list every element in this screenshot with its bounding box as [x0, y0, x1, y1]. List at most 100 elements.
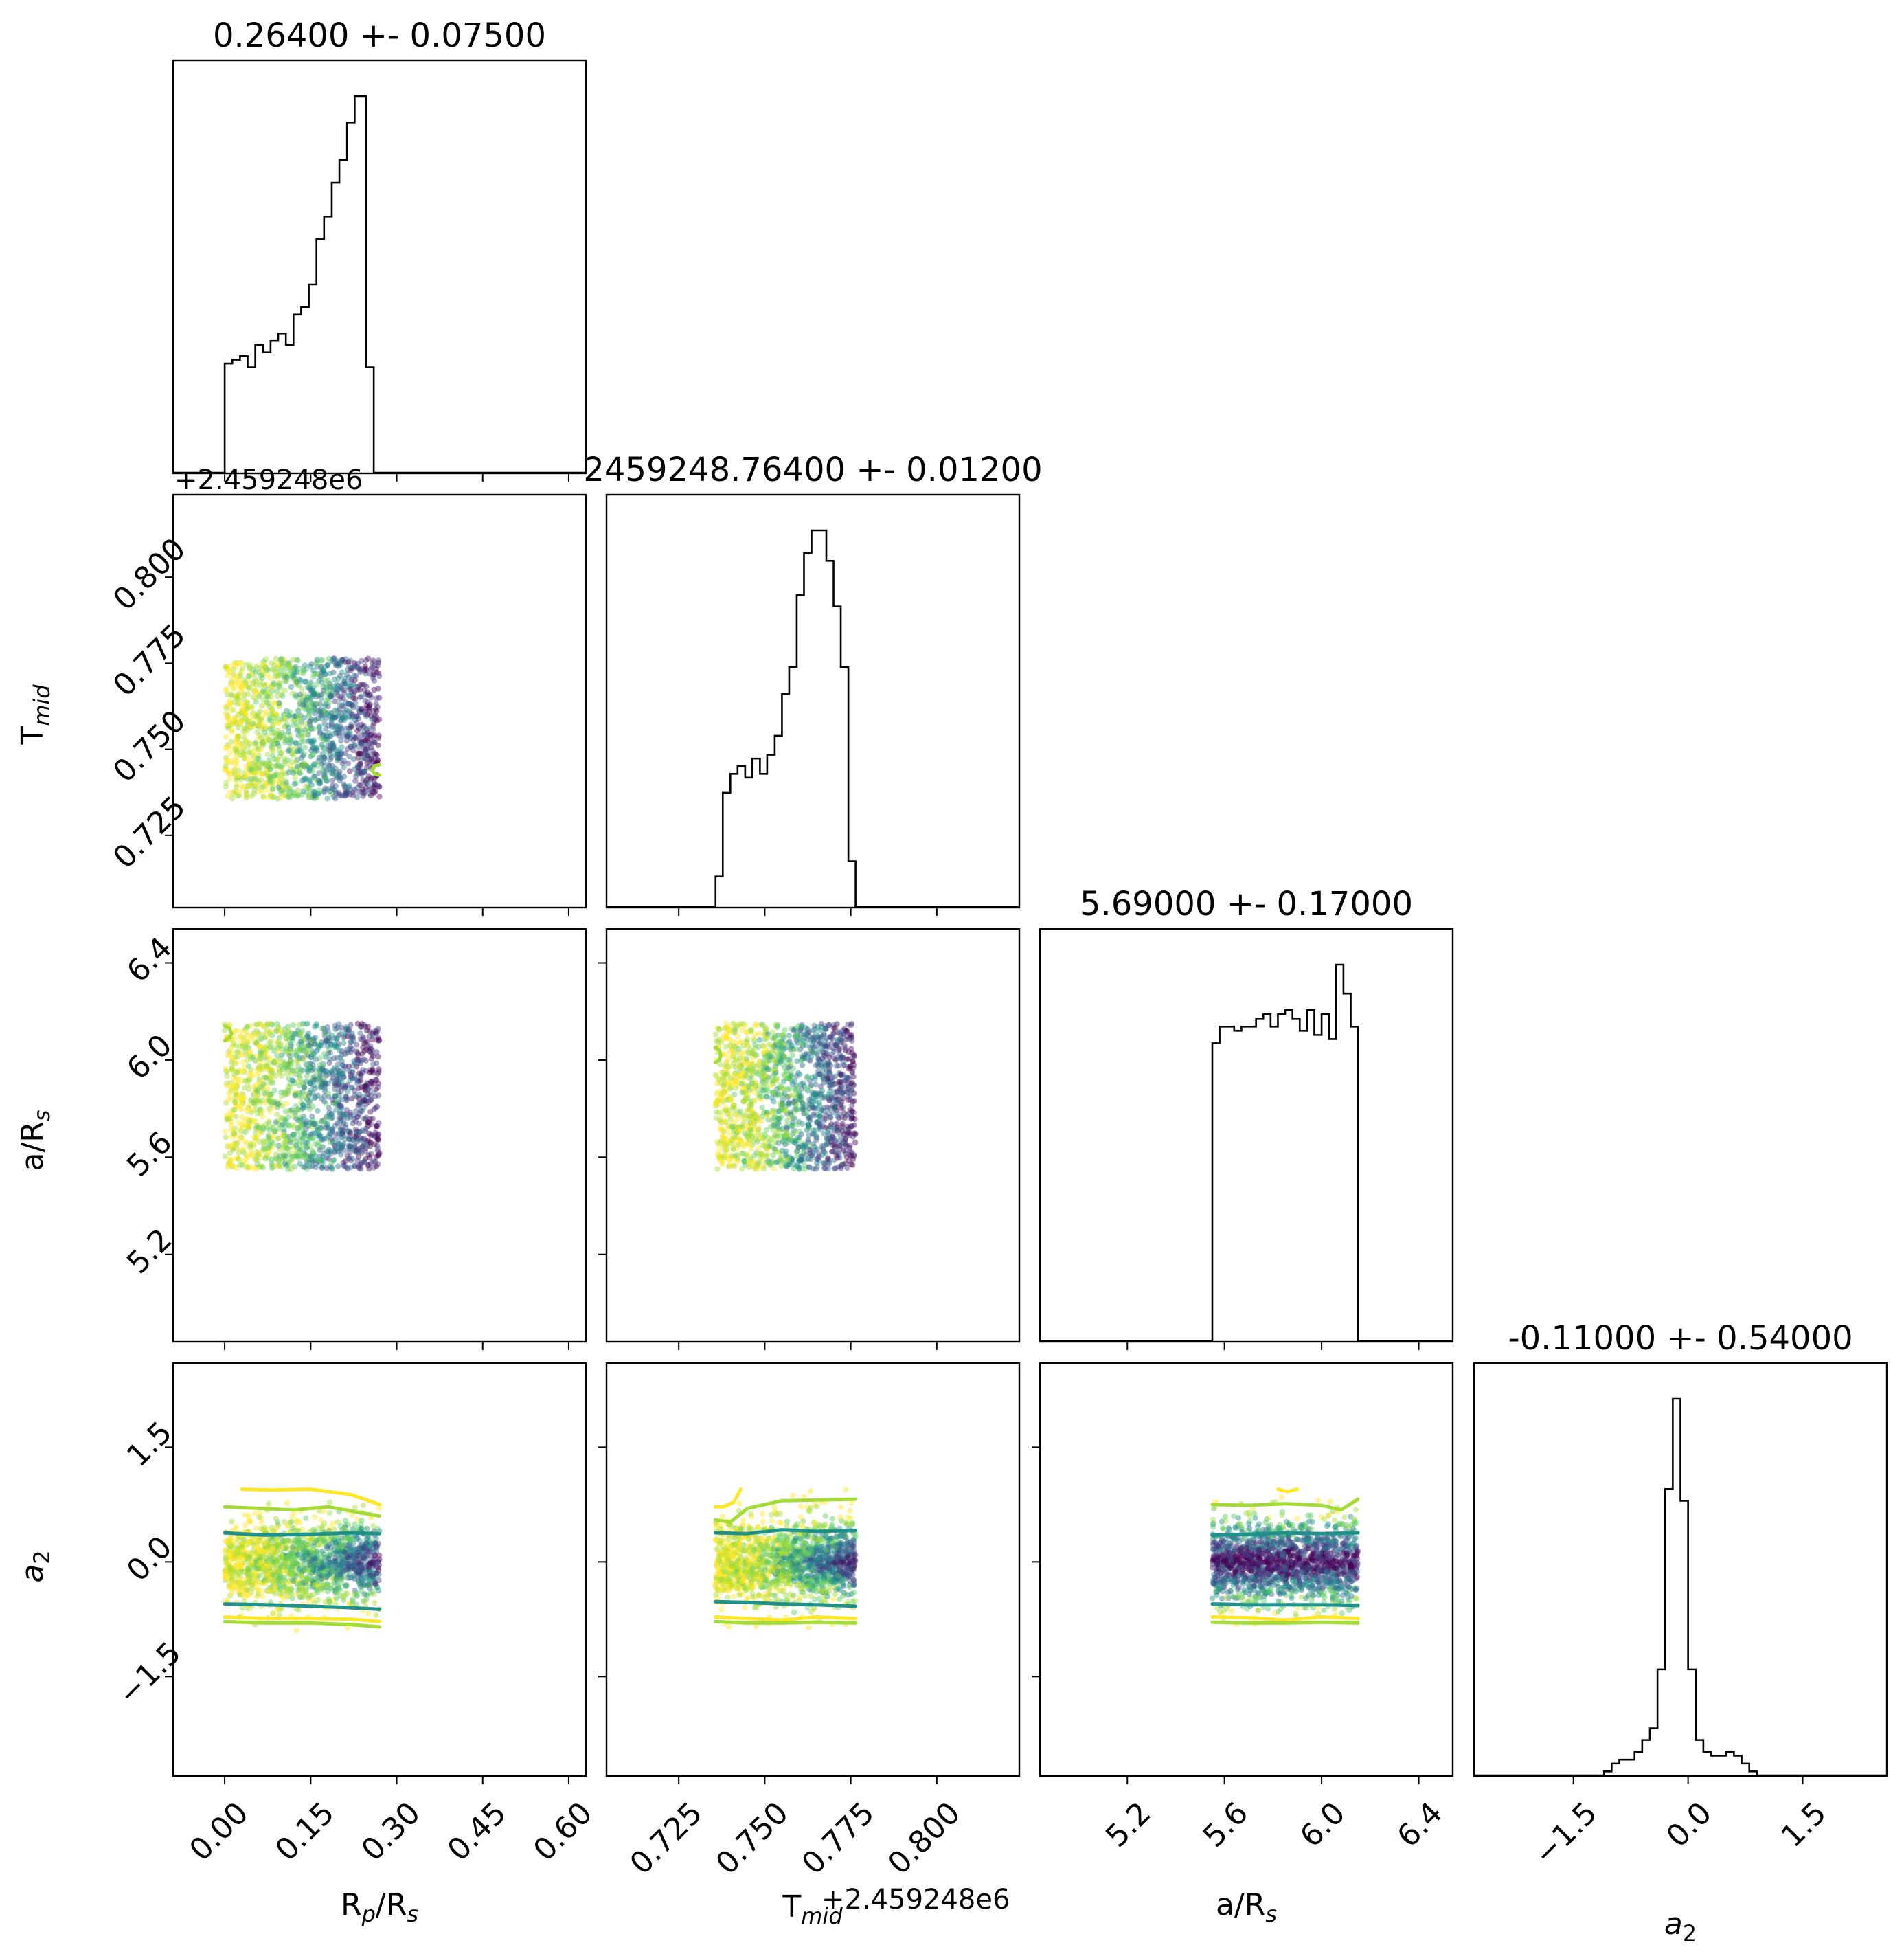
- scatter-point: [241, 711, 248, 717]
- scatter-point: [240, 689, 247, 696]
- scatter-point: [225, 701, 231, 708]
- scatter-point: [291, 1163, 298, 1170]
- scatter-point: [222, 1153, 228, 1160]
- scatter-point: [361, 682, 367, 688]
- scatter-point: [784, 1133, 791, 1139]
- scatter-point: [763, 1094, 770, 1100]
- scatter-point: [291, 673, 297, 679]
- scatter-point: [326, 1156, 332, 1162]
- scatter-point: [293, 793, 299, 799]
- scatter-point: [238, 1106, 245, 1113]
- scatter-point: [357, 1036, 364, 1042]
- scatter-point: [716, 1146, 723, 1152]
- scatter-point: [281, 659, 287, 666]
- scatter-point: [289, 690, 295, 697]
- scatter-point: [813, 1127, 819, 1134]
- scatter-point: [293, 1142, 299, 1149]
- scatter-point: [316, 692, 322, 699]
- scatter-point: [363, 671, 369, 677]
- scatter-point: [232, 745, 239, 752]
- scatter-point: [229, 682, 235, 688]
- scatter-point: [336, 789, 342, 796]
- scatter-point: [240, 752, 247, 758]
- scatter-point: [764, 1113, 771, 1119]
- scatter-point: [236, 1162, 242, 1168]
- scatter-point: [270, 794, 276, 800]
- scatter-point: [780, 1032, 786, 1038]
- scatter-point: [273, 732, 279, 739]
- scatter-point: [337, 701, 343, 708]
- scatter-point: [267, 1109, 273, 1115]
- scatter-point: [228, 721, 234, 728]
- scatter-point: [800, 1037, 806, 1044]
- scatter-point: [350, 756, 357, 763]
- scatter-point: [254, 1088, 261, 1094]
- scatter-point: [800, 1106, 806, 1112]
- scatter-point: [743, 1055, 750, 1062]
- scatter-point: [339, 760, 345, 767]
- scatter-point: [815, 1061, 821, 1067]
- scatter-point: [341, 687, 348, 693]
- scatter-point: [723, 1154, 729, 1160]
- scatter-point: [260, 740, 266, 746]
- scatter-point: [314, 657, 320, 663]
- scatter-point: [322, 677, 328, 684]
- scatter-point: [341, 1039, 347, 1046]
- scatter-point: [793, 1140, 799, 1147]
- scatter-point: [256, 1070, 263, 1077]
- scatter-point: [833, 1063, 840, 1069]
- scatter-point: [264, 686, 271, 693]
- scatter-point: [734, 1138, 740, 1145]
- scatter-point: [301, 776, 308, 783]
- scatter-point: [290, 1022, 297, 1028]
- scatter-point: [324, 736, 330, 743]
- scatter-point: [357, 694, 363, 700]
- scatter-point: [716, 1117, 723, 1123]
- scatter-point: [353, 684, 359, 690]
- scatter-point: [242, 756, 249, 762]
- scatter-point: [311, 671, 317, 677]
- scatter-point: [251, 1083, 257, 1090]
- scatter-point: [251, 791, 258, 797]
- scatter-point: [251, 787, 258, 794]
- scatter-point: [327, 694, 333, 700]
- scatter-point: [310, 739, 317, 745]
- scatter-point: [372, 1599, 378, 1606]
- scatter-point: [773, 1078, 780, 1084]
- scatter-point: [330, 768, 337, 774]
- scatter-point: [260, 688, 267, 694]
- scatter-point: [343, 679, 349, 686]
- scatter-point: [820, 1050, 827, 1056]
- scatter-point: [739, 1150, 746, 1157]
- scatter-point: [231, 767, 238, 774]
- scatter-point: [343, 1097, 350, 1104]
- scatter-point: [232, 1099, 238, 1105]
- scatter-point: [295, 657, 301, 664]
- scatter-point: [239, 1044, 246, 1050]
- scatter-point: [350, 789, 356, 796]
- scatter-point: [309, 693, 316, 699]
- scatter-point: [813, 1133, 819, 1139]
- scatter-point: [249, 1055, 256, 1061]
- scatter-point: [769, 1109, 775, 1116]
- scatter-point: [289, 1150, 295, 1157]
- scatter-point: [341, 690, 348, 696]
- scatter-point: [244, 1024, 250, 1030]
- scatter-point: [304, 697, 310, 704]
- scatter-point: [270, 730, 277, 736]
- scatter-point: [365, 1162, 371, 1169]
- scatter-point: [314, 664, 320, 670]
- scatter-point: [335, 1061, 341, 1068]
- scatter-point: [248, 1147, 254, 1154]
- scatter-point: [346, 768, 353, 774]
- scatter-point: [334, 1035, 341, 1042]
- scatter-point: [830, 1081, 836, 1088]
- scatter-point: [356, 750, 362, 757]
- scatter-point: [275, 1135, 281, 1142]
- scatter-point: [361, 739, 367, 745]
- scatter-point: [712, 1072, 719, 1078]
- scatter-point: [274, 688, 280, 695]
- scatter-point: [728, 1095, 734, 1101]
- scatter-point: [236, 745, 242, 752]
- scatter-point: [849, 1102, 855, 1109]
